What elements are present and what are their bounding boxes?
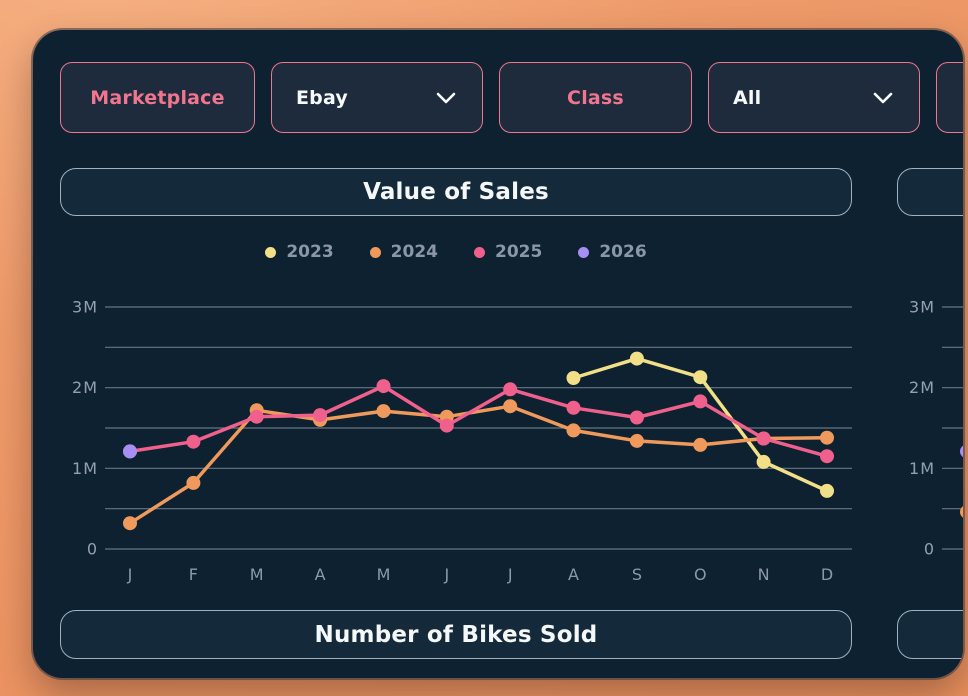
svg-text:1M: 1M [909,459,935,478]
marketplace-filter-label: Marketplace [60,62,255,133]
svg-text:2M: 2M [909,378,935,397]
panel-title: Value of Sales [60,168,852,216]
svg-text:S: S [632,565,642,584]
panel-title-text: Value of Sales [363,179,549,205]
panel-bottom-title: Number of Bikes Sold [60,610,852,659]
legend-dot [474,246,485,258]
value-of-sales-panel: Value of Sales 2023 2024 2025 2026 0 1M 2M 3M J… [60,168,852,659]
panel-title [897,168,963,216]
legend-item-2023[interactable]: 2023 [265,242,334,262]
legend-item-2026[interactable]: 2026 [578,242,647,262]
legend-dot [265,246,277,258]
value-of-sales-line-chart: 0 1M 2M 3M J F M A M J J A S O N D [72,298,852,584]
marketplace-label-text: Marketplace [90,86,225,109]
svg-text:3M: 3M [72,298,98,317]
svg-text:D: D [821,565,833,584]
cropped-filter-label [936,62,963,133]
marketplace-select[interactable]: Ebay [271,62,483,133]
svg-text:J: J [507,565,513,584]
legend-dot [578,246,590,258]
legend-label: 2025 [495,242,543,262]
legend-dot [369,246,381,258]
svg-text:M: M [250,565,264,584]
svg-text:0: 0 [87,540,98,559]
svg-text:1M: 1M [72,459,98,478]
svg-text:O: O [694,565,707,584]
chart-legend [897,241,963,263]
svg-text:A: A [568,565,579,584]
chevron-down-icon [873,92,893,104]
svg-text:M: M [377,565,391,584]
svg-text:A: A [315,565,326,584]
class-select[interactable]: All [708,62,920,133]
chart-legend: 2023 2024 2025 2026 [60,241,852,263]
legend-label: 2026 [599,242,647,262]
dashboard-card: Marketplace Ebay Class All Value of Sale… [33,30,963,678]
marketplace-select-value: Ebay [296,86,349,109]
chevron-down-icon [436,92,456,104]
svg-text:2M: 2M [72,378,98,397]
svg-text:3M: 3M [909,298,935,317]
legend-item-2024[interactable]: 2024 [369,242,438,262]
panel-bottom-title [897,610,963,659]
svg-text:N: N [758,565,770,584]
svg-text:F: F [189,565,198,584]
class-label-text: Class [567,86,624,109]
legend-label: 2024 [390,242,438,262]
svg-text:J: J [127,565,133,584]
class-select-value: All [733,86,762,109]
legend-label: 2023 [286,242,334,262]
svg-text:J: J [443,565,449,584]
filter-bar: Marketplace Ebay Class All [60,62,963,133]
class-filter-label: Class [499,62,692,133]
panel-bottom-title-text: Number of Bikes Sold [314,621,598,648]
legend-item-2025[interactable]: 2025 [474,242,542,262]
svg-text:0: 0 [924,540,935,559]
